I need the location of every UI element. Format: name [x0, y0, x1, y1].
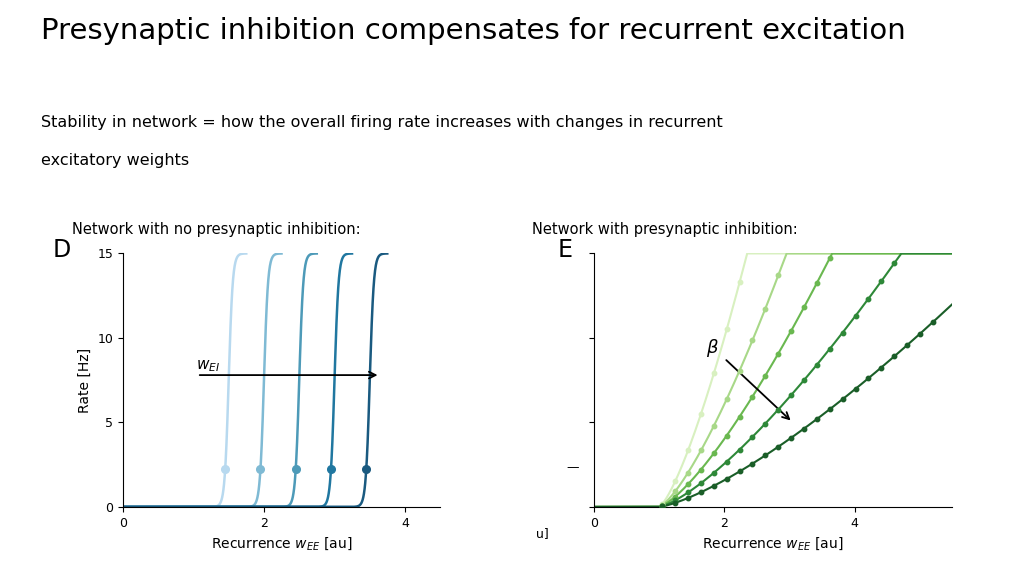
Y-axis label: Rate [Hz]: Rate [Hz]: [78, 347, 92, 413]
Text: D: D: [53, 238, 72, 262]
Text: Presynaptic inhibition compensates for recurrent excitation: Presynaptic inhibition compensates for r…: [41, 17, 905, 46]
Text: Network with no presynaptic inhibition:: Network with no presynaptic inhibition:: [72, 222, 360, 237]
Text: $\beta$: $\beta$: [706, 337, 719, 359]
Text: Network with presynaptic inhibition:: Network with presynaptic inhibition:: [532, 222, 799, 237]
Text: Stability in network = how the overall firing rate increases with changes in rec: Stability in network = how the overall f…: [41, 115, 723, 130]
Text: E: E: [558, 238, 573, 262]
Text: —: —: [566, 461, 579, 474]
X-axis label: Recurrence $w_{EE}$ [au]: Recurrence $w_{EE}$ [au]: [702, 535, 844, 552]
Text: $w_{EI}$: $w_{EI}$: [196, 358, 219, 374]
Text: excitatory weights: excitatory weights: [41, 153, 189, 168]
Text: u]: u]: [536, 527, 548, 540]
X-axis label: Recurrence $w_{EE}$ [au]: Recurrence $w_{EE}$ [au]: [211, 535, 352, 552]
